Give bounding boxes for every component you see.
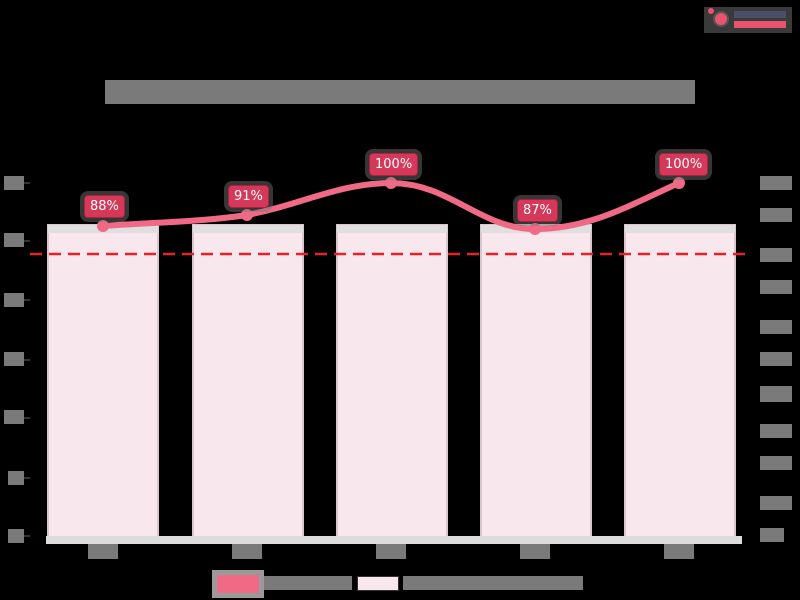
x-axis-label: (obscured) (88, 544, 118, 559)
logo-text-line-2 (734, 21, 786, 28)
legend-label-line: (obscured line legend) (264, 576, 352, 590)
data-label: 91% (228, 185, 269, 208)
left-axis-ticks (24, 182, 30, 537)
line-series (100, 179, 682, 233)
right-axis-label: 60% (760, 320, 792, 334)
data-label: 100% (659, 153, 709, 176)
data-label: 87% (517, 199, 558, 222)
left-axis-label (4, 233, 24, 247)
x-axis-label: (obscured) (232, 544, 262, 559)
bar-series (46, 224, 742, 544)
left-axis-label (4, 176, 24, 190)
legend-swatch-line (212, 570, 264, 598)
left-axis-label (4, 293, 24, 307)
brand-logo (704, 7, 792, 33)
x-axis-label: (obscured) (376, 544, 406, 559)
left-axis-label (8, 471, 24, 485)
right-axis-label: 10% (760, 496, 792, 510)
data-label: 88% (84, 195, 125, 218)
x-axis-label: (obscured) (520, 544, 550, 559)
right-axis-label: 70% (760, 280, 792, 294)
right-axis-label: 90% (760, 208, 792, 222)
right-axis-label: 0% (760, 528, 784, 542)
right-axis-label: 100% (760, 176, 792, 190)
logo-text-line-1 (734, 11, 786, 18)
right-axis-label: 30% (760, 424, 792, 438)
legend-label-bar: (obscured bar legend) (403, 576, 583, 590)
data-label: 100% (369, 153, 419, 176)
right-axis-label: 80% (760, 248, 792, 262)
x-axis-label: (obscured) (664, 544, 694, 559)
logo-accent-dot (708, 8, 714, 14)
left-axis-label (8, 529, 24, 543)
globe-icon (713, 11, 729, 27)
line-markers (97, 177, 685, 235)
left-axis-label (4, 352, 24, 366)
right-axis-label: 40% (760, 386, 792, 402)
left-axis-label (4, 410, 24, 424)
right-axis-label: 20% (760, 456, 792, 470)
legend-swatch-bar (357, 576, 399, 591)
chart-title: Title text (obscured) (105, 80, 695, 104)
right-axis-label: 50% (760, 352, 792, 366)
